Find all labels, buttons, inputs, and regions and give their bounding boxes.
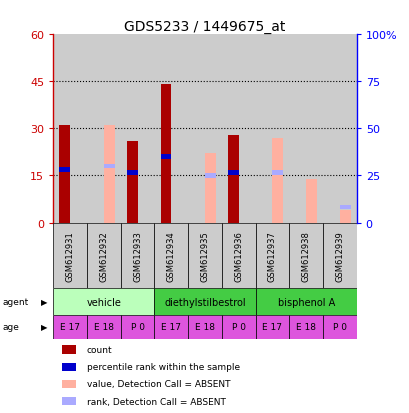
Text: ▶: ▶ [41, 297, 47, 306]
Bar [53, 223, 87, 289]
Text: P 0: P 0 [130, 323, 144, 332]
Bar [188, 315, 221, 339]
Bar [322, 223, 356, 289]
Text: GSM612932: GSM612932 [99, 230, 108, 281]
Bar [62, 397, 76, 405]
Text: agent: agent [2, 297, 28, 306]
Bar [322, 35, 356, 223]
Text: bisphenol A: bisphenol A [277, 297, 334, 307]
Bar [126, 142, 137, 223]
Bar [120, 223, 154, 289]
Bar [289, 223, 322, 289]
Bar [306, 179, 316, 223]
Text: value, Detection Call = ABSENT: value, Detection Call = ABSENT [86, 380, 229, 388]
Text: E 18: E 18 [94, 323, 114, 332]
Bar [221, 315, 255, 339]
Bar [339, 211, 350, 223]
Bar [272, 138, 283, 223]
Text: P 0: P 0 [332, 323, 346, 332]
Bar [227, 135, 238, 223]
Text: age: age [2, 323, 19, 332]
Text: E 17: E 17 [262, 323, 282, 332]
Text: GSM612936: GSM612936 [234, 230, 243, 281]
Bar [255, 289, 356, 315]
Bar [120, 35, 154, 223]
Bar [53, 289, 154, 315]
Text: E 17: E 17 [60, 323, 80, 332]
Text: ▶: ▶ [41, 323, 47, 332]
Bar [188, 223, 221, 289]
Bar [62, 380, 76, 388]
Text: E 17: E 17 [161, 323, 181, 332]
Text: GSM612934: GSM612934 [166, 230, 175, 281]
Bar [87, 35, 120, 223]
Text: E 18: E 18 [295, 323, 315, 332]
Bar [227, 171, 238, 175]
Bar [289, 35, 322, 223]
Bar [204, 174, 215, 178]
Bar [154, 289, 255, 315]
Bar [221, 223, 255, 289]
Bar [126, 171, 137, 175]
Bar [204, 154, 215, 223]
Bar [53, 315, 87, 339]
Bar [87, 315, 120, 339]
Bar [154, 315, 188, 339]
Bar [322, 315, 356, 339]
Bar [62, 363, 76, 371]
Text: vehicle: vehicle [86, 297, 121, 307]
Bar [160, 155, 171, 159]
Bar [103, 126, 115, 223]
Text: rank, Detection Call = ABSENT: rank, Detection Call = ABSENT [86, 396, 225, 406]
Bar [339, 205, 350, 210]
Bar [87, 223, 120, 289]
Text: percentile rank within the sample: percentile rank within the sample [86, 362, 239, 371]
Bar [59, 126, 70, 223]
Bar [221, 35, 255, 223]
Bar [103, 164, 115, 169]
Text: GSM612931: GSM612931 [65, 230, 74, 281]
Bar [154, 223, 188, 289]
Text: P 0: P 0 [231, 323, 245, 332]
Text: count: count [86, 345, 112, 354]
Bar [188, 35, 221, 223]
Text: GSM612933: GSM612933 [133, 230, 142, 281]
Text: GSM612935: GSM612935 [200, 230, 209, 281]
Bar [255, 315, 289, 339]
Bar [255, 223, 289, 289]
Bar [272, 171, 283, 175]
Bar [289, 315, 322, 339]
Bar [120, 315, 154, 339]
Bar [59, 167, 70, 172]
Bar [160, 85, 171, 223]
Bar [154, 35, 188, 223]
Text: diethylstilbestrol: diethylstilbestrol [164, 297, 245, 307]
Title: GDS5233 / 1449675_at: GDS5233 / 1449675_at [124, 20, 285, 34]
Bar [53, 35, 87, 223]
Bar [62, 346, 76, 354]
Bar [255, 35, 289, 223]
Text: GSM612939: GSM612939 [335, 230, 344, 281]
Text: E 18: E 18 [195, 323, 214, 332]
Text: GSM612938: GSM612938 [301, 230, 310, 281]
Text: GSM612937: GSM612937 [267, 230, 276, 281]
